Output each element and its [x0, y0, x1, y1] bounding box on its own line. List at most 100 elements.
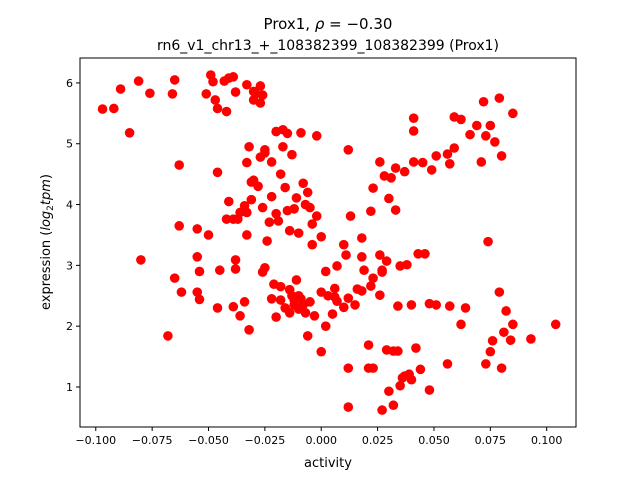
- data-point: [444, 301, 455, 311]
- data-point: [332, 261, 342, 271]
- data-point: [296, 294, 306, 304]
- data-point: [408, 113, 419, 124]
- data-point: [257, 202, 268, 213]
- data-point: [109, 103, 119, 114]
- data-point: [526, 334, 536, 344]
- data-point: [350, 300, 360, 310]
- data-point: [280, 182, 290, 193]
- data-point: [406, 300, 417, 310]
- data-point: [224, 196, 234, 207]
- data-point: [287, 149, 297, 160]
- data-point: [508, 319, 518, 330]
- data-point: [357, 252, 367, 262]
- data-point: [257, 90, 268, 100]
- x-tick-label: −0.025: [245, 434, 286, 447]
- data-point: [483, 236, 493, 247]
- data-point: [235, 311, 245, 321]
- x-tick-label: −0.075: [132, 434, 173, 447]
- data-point: [359, 265, 369, 276]
- data-point: [390, 163, 401, 173]
- data-point: [343, 363, 354, 373]
- data-point: [449, 143, 460, 153]
- data-point: [487, 335, 498, 346]
- data-point: [176, 287, 187, 297]
- x-tick-label: −0.050: [188, 434, 229, 447]
- data-point: [384, 193, 394, 204]
- data-point: [508, 108, 518, 119]
- data-point: [320, 321, 331, 331]
- x-tick-label: 0.050: [418, 434, 450, 447]
- data-point: [260, 262, 270, 273]
- data-point: [338, 239, 349, 250]
- data-point: [395, 380, 405, 391]
- data-point: [460, 303, 471, 313]
- y-axis-label: expression (log2tpm): [39, 174, 56, 310]
- data-point: [311, 131, 322, 141]
- data-point: [246, 194, 257, 205]
- data-point: [275, 281, 286, 292]
- data-point: [550, 319, 561, 330]
- x-tick-label: 0.100: [531, 434, 563, 447]
- data-point: [368, 363, 378, 373]
- data-point: [307, 239, 318, 250]
- data-point: [242, 157, 252, 168]
- data-point: [192, 224, 203, 234]
- data-point: [305, 297, 315, 307]
- data-point: [194, 266, 205, 277]
- data-point: [377, 265, 387, 276]
- data-point: [284, 307, 295, 318]
- data-point: [255, 98, 266, 108]
- data-point: [494, 287, 505, 297]
- data-point: [505, 335, 516, 345]
- data-point: [338, 302, 349, 313]
- data-point: [490, 137, 500, 147]
- data-point: [496, 363, 507, 373]
- data-point: [275, 169, 286, 179]
- data-point: [273, 216, 284, 226]
- data-point: [239, 297, 250, 307]
- data-point: [230, 264, 241, 274]
- data-point: [293, 228, 304, 238]
- data-point: [329, 283, 340, 294]
- y-axis-ticks: 1 2 3 4 5 6: [66, 77, 80, 394]
- data-point: [221, 106, 232, 117]
- data-point: [366, 281, 376, 291]
- data-point: [485, 346, 496, 357]
- data-point: [499, 327, 509, 338]
- data-point: [381, 345, 392, 355]
- data-point: [264, 217, 275, 227]
- data-point: [230, 87, 241, 97]
- data-point: [375, 290, 385, 300]
- data-point: [244, 141, 254, 152]
- data-point: [406, 374, 417, 385]
- data-point: [402, 259, 412, 270]
- data-point: [442, 149, 453, 159]
- data-point: [424, 385, 435, 395]
- data-point: [282, 128, 293, 139]
- data-point: [381, 256, 392, 266]
- data-point: [343, 145, 354, 155]
- data-point: [145, 88, 155, 99]
- x-tick-label: 0.000: [305, 434, 337, 447]
- data-point: [375, 250, 385, 260]
- data-point: [260, 145, 270, 155]
- data-point: [271, 208, 281, 219]
- data-point: [411, 343, 421, 353]
- data-point: [327, 309, 338, 319]
- data-point: [496, 151, 507, 161]
- y-tick-label: 6: [66, 77, 73, 90]
- data-point: [456, 319, 466, 330]
- data-point: [357, 286, 367, 296]
- data-point: [426, 165, 437, 175]
- data-point: [494, 93, 505, 103]
- data-point: [388, 400, 399, 411]
- y-tick-label: 3: [66, 259, 73, 272]
- y-tick-label: 2: [66, 320, 73, 333]
- data-point: [442, 359, 453, 369]
- data-point: [235, 207, 245, 218]
- data-point: [420, 249, 430, 259]
- data-point: [242, 79, 252, 90]
- data-point: [228, 301, 239, 312]
- data-point: [210, 95, 221, 105]
- data-point: [271, 312, 281, 322]
